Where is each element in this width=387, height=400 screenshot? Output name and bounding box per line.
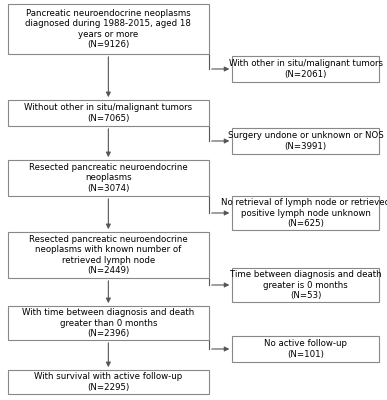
FancyBboxPatch shape: [8, 160, 209, 196]
FancyBboxPatch shape: [232, 196, 379, 230]
Text: Resected pancreatic neuroendocrine
neoplasms with known number of
retrieved lymp: Resected pancreatic neuroendocrine neopl…: [29, 235, 188, 275]
FancyBboxPatch shape: [8, 100, 209, 126]
FancyBboxPatch shape: [232, 336, 379, 362]
Text: With survival with active follow-up
(N=2295): With survival with active follow-up (N=2…: [34, 372, 183, 392]
Text: With other in situ/malignant tumors
(N=2061): With other in situ/malignant tumors (N=2…: [229, 59, 383, 79]
FancyBboxPatch shape: [232, 268, 379, 302]
FancyBboxPatch shape: [8, 306, 209, 340]
Text: No active follow-up
(N=101): No active follow-up (N=101): [264, 339, 347, 359]
Text: Surgery undone or unknown or NOS
(N=3991): Surgery undone or unknown or NOS (N=3991…: [228, 131, 384, 151]
FancyBboxPatch shape: [8, 370, 209, 394]
Text: Pancreatic neuroendocrine neoplasms
diagnosed during 1988-2015, aged 18
years or: Pancreatic neuroendocrine neoplasms diag…: [26, 9, 191, 49]
Text: With time between diagnosis and death
greater than 0 months
(N=2396): With time between diagnosis and death gr…: [22, 308, 195, 338]
Text: Without other in situ/malignant tumors
(N=7065): Without other in situ/malignant tumors (…: [24, 103, 192, 123]
Text: No retrieval of lymph node or retrieved
positive lymph node unknown
(N=625): No retrieval of lymph node or retrieved …: [221, 198, 387, 228]
FancyBboxPatch shape: [232, 128, 379, 154]
FancyBboxPatch shape: [232, 56, 379, 82]
FancyBboxPatch shape: [8, 232, 209, 278]
FancyBboxPatch shape: [8, 4, 209, 54]
Text: Time between diagnosis and death
greater is 0 months
(N=53): Time between diagnosis and death greater…: [230, 270, 382, 300]
Text: Resected pancreatic neuroendocrine
neoplasms
(N=3074): Resected pancreatic neuroendocrine neopl…: [29, 163, 188, 193]
